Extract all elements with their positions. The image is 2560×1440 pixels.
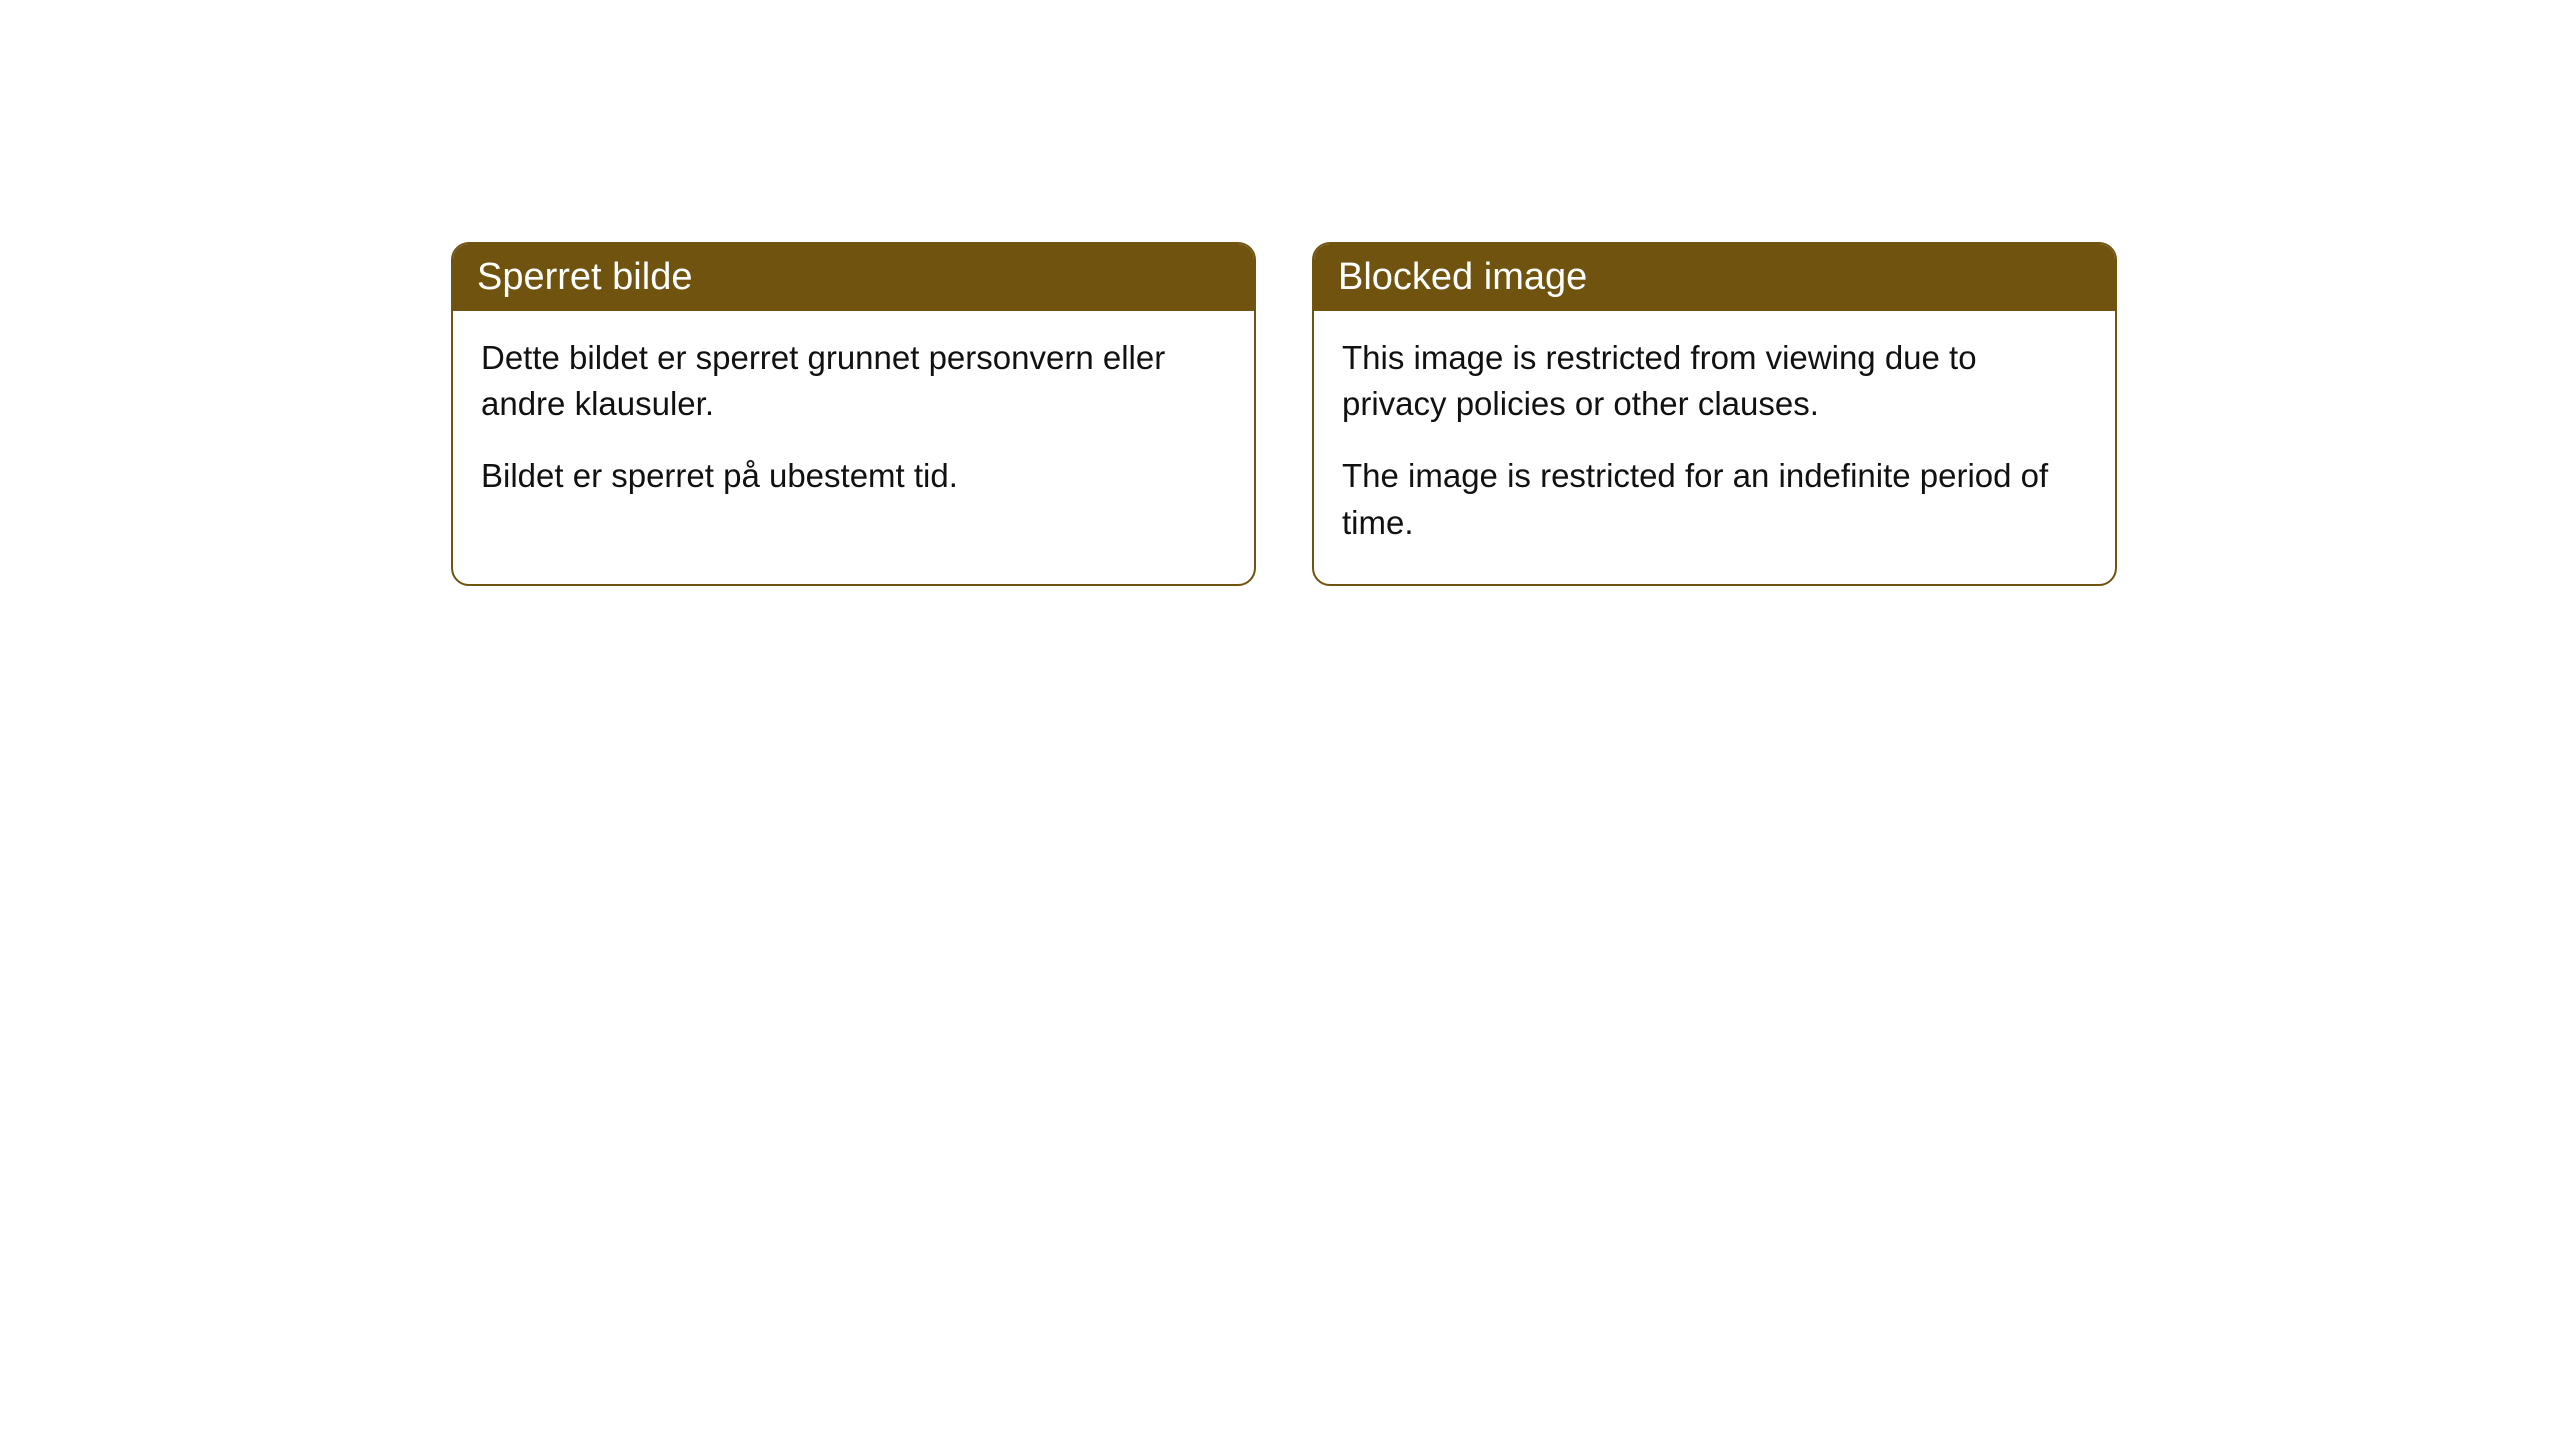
notice-header-norwegian: Sperret bilde xyxy=(453,244,1254,311)
notice-body-english: This image is restricted from viewing du… xyxy=(1314,311,2115,584)
notice-container: Sperret bilde Dette bildet er sperret gr… xyxy=(451,242,2117,586)
notice-text-norwegian-1: Dette bildet er sperret grunnet personve… xyxy=(481,335,1226,427)
notice-header-english: Blocked image xyxy=(1314,244,2115,311)
notice-text-english-2: The image is restricted for an indefinit… xyxy=(1342,453,2087,545)
notice-text-norwegian-2: Bildet er sperret på ubestemt tid. xyxy=(481,453,1226,499)
notice-text-english-1: This image is restricted from viewing du… xyxy=(1342,335,2087,427)
notice-card-english: Blocked image This image is restricted f… xyxy=(1312,242,2117,586)
notice-card-norwegian: Sperret bilde Dette bildet er sperret gr… xyxy=(451,242,1256,586)
notice-body-norwegian: Dette bildet er sperret grunnet personve… xyxy=(453,311,1254,538)
